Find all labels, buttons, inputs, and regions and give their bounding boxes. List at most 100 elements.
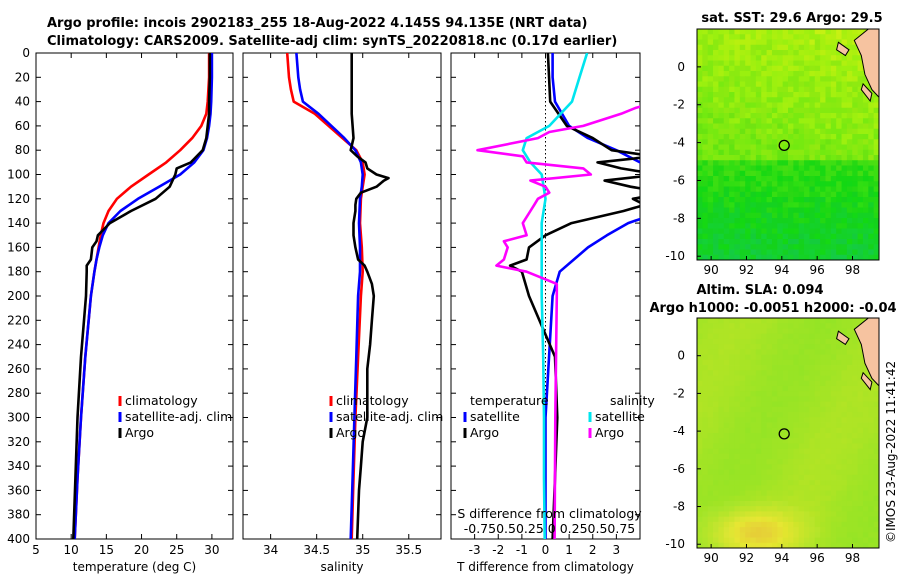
series-line-argo: [72, 53, 212, 539]
difference-xtick-label: 2: [589, 543, 597, 557]
depth-tick-label: 20: [15, 70, 30, 84]
depth-tick-label: 320: [7, 435, 30, 449]
depth-tick-label: 400: [7, 532, 30, 546]
temperature-plot-frame: [35, 52, 234, 540]
temperature-xtick-label: 20: [134, 543, 149, 557]
depth-tick-label: 100: [7, 168, 30, 182]
depth-tick-label: 80: [15, 143, 30, 157]
island-coastline: [860, 371, 873, 391]
depth-tick-label: 220: [7, 313, 30, 327]
depth-tick-label: 40: [15, 95, 30, 109]
salinity-xtick-label: 34.5: [303, 543, 330, 557]
sst_map-lat-tick-label: -10: [665, 249, 685, 263]
series-line-s-argo: [476, 105, 640, 539]
difference-xlabel: T difference from climatology: [456, 560, 634, 574]
sst_map-lat-tick-label: -4: [673, 136, 685, 150]
sla_map-lon-tick-label: 90: [703, 551, 718, 565]
series-line-s-satellite: [521, 53, 589, 539]
depth-tick-label: 160: [7, 240, 30, 254]
salinity-panel: 34 34.5 35 35.5 salinity climatologysatellite…: [242, 52, 443, 574]
depth-tick-label: 360: [7, 483, 30, 497]
sla_map-lat-tick-label: 0: [677, 349, 685, 363]
salinity-series-group: [285, 53, 390, 539]
salinity-plot-frame: [242, 52, 442, 540]
sla_map-map-frame: [696, 317, 880, 549]
series-line-satellite-adj-clim: [73, 53, 214, 539]
legend-entry: Argo: [125, 425, 154, 440]
sst_map-lon-tick-label: 92: [739, 263, 754, 277]
temperature-xtick-label: 5: [32, 543, 40, 557]
temperature-panel: 5 10 15 20 25 3002040608010012014016018020022…: [7, 46, 234, 574]
depth-tick-label: 200: [7, 289, 30, 303]
depth-tick-label: 340: [7, 459, 30, 473]
sst_map-map-frame: [696, 28, 880, 261]
salinity-xtick-label: 35: [355, 543, 370, 557]
figure-title-line2: Climatology: CARS2009. Satellite-adj cli…: [47, 34, 617, 49]
imos-timestamp: ©IMOS 23-Aug-2022 11:41:42: [884, 361, 898, 543]
sla-map-title: Altim. SLA: 0.094: [697, 283, 824, 298]
legend-entry: satellite: [595, 409, 645, 424]
sla_map-lon-tick-label: 96: [810, 551, 825, 565]
sst_map-lat-tick-label: -6: [673, 173, 685, 187]
salinity-xlabel: salinity: [320, 560, 363, 574]
island-coastline: [836, 330, 850, 346]
depth-tick-label: 280: [7, 386, 30, 400]
legend-entry: satellite-adj. clim: [125, 409, 232, 424]
difference-xtick-label: 3: [613, 543, 621, 557]
sst_map-lon-tick-label: 96: [810, 263, 825, 277]
island-coastline: [836, 41, 850, 57]
series-line-argo: [349, 53, 390, 539]
sst_map-lon-tick-label: 94: [774, 263, 789, 277]
temperature-xtick-label: 15: [99, 543, 114, 557]
legend-entry: satellite-adj. clim: [336, 409, 443, 424]
depth-tick-label: 180: [7, 265, 30, 279]
sla_map-lat-tick-label: -2: [673, 386, 685, 400]
s-difference-tick-labels: -0.750.50.25 0 0.250.50.75: [464, 521, 636, 536]
sst_map-lat-tick-label: 0: [677, 60, 685, 74]
legend-entry: Argo: [470, 425, 499, 440]
depth-tick-label: 260: [7, 362, 30, 376]
difference-xtick-label: -2: [492, 543, 504, 557]
sla_map-lon-tick-label: 98: [845, 551, 860, 565]
difference-xtick-label: -1: [516, 543, 528, 557]
difference-xtick-label: 0: [542, 543, 550, 557]
legend-entry: Argo: [336, 425, 365, 440]
sst_map-lat-tick-label: -2: [673, 98, 685, 112]
legend-entry: satellite: [470, 409, 520, 424]
sst_map-lon-tick-label: 98: [845, 263, 860, 277]
temperature-xtick-label: 30: [204, 543, 219, 557]
depth-tick-label: 240: [7, 338, 30, 352]
island-coastline: [860, 82, 873, 103]
argo-location-marker: [778, 428, 790, 440]
difference-xtick-label: -3: [469, 543, 481, 557]
sla_map-lon-tick-label: 94: [774, 551, 789, 565]
sla_map-lat-tick-label: -8: [673, 500, 685, 514]
temperature-xlabel: temperature (deg C): [73, 560, 196, 574]
depth-tick-label: 0: [22, 46, 30, 60]
difference-xtick-label: 1: [565, 543, 573, 557]
sla-map-panel: 90 92 94 96 98 0 -2 -4 -6 -8 -10 Altim. SLA: 0.094 A…: [649, 283, 896, 565]
legend-entry: Argo: [595, 425, 624, 440]
difference-series-group: [476, 53, 640, 539]
series-line-climatology: [285, 53, 366, 539]
sst_map-lon-tick-label: 90: [703, 263, 718, 277]
series-line-satellite-adj-clim: [295, 53, 365, 539]
sla-map-subtitle: Argo h1000: -0.0051 h2000: -0.04: [649, 301, 896, 316]
temperature-xtick-label: 25: [169, 543, 184, 557]
depth-tick-label: 60: [15, 119, 30, 133]
sla_map-lat-tick-label: -6: [673, 462, 685, 476]
s-difference-label: S difference from climatology: [457, 506, 642, 521]
sst_map-heatmap-cells: [697, 29, 880, 261]
salinity-xtick-label: 35.5: [395, 543, 422, 557]
temperature-xtick-label: 10: [64, 543, 79, 557]
depth-tick-label: 140: [7, 216, 30, 230]
sla_map-heatmap-cells: [697, 318, 880, 549]
legend-entry: climatology: [336, 393, 409, 408]
depth-tick-label: 380: [7, 508, 30, 522]
figure-title-line1: Argo profile: incois 2902183_255 18-Aug-…: [47, 16, 588, 31]
depth-tick-label: 300: [7, 411, 30, 425]
series-line-t-argo: [508, 53, 640, 539]
sst-map-title: sat. SST: 29.6 Argo: 29.5: [701, 11, 882, 26]
depth-tick-label: 120: [7, 192, 30, 206]
